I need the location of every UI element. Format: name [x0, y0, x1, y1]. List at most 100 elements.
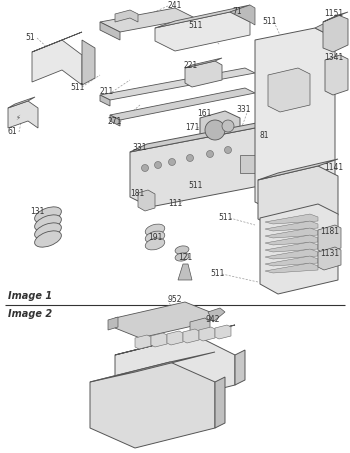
Polygon shape	[115, 325, 235, 355]
Text: 1181: 1181	[320, 227, 339, 236]
Text: 221: 221	[183, 61, 197, 69]
Polygon shape	[115, 335, 235, 405]
Polygon shape	[265, 242, 318, 252]
Circle shape	[187, 154, 194, 162]
Polygon shape	[90, 352, 215, 382]
Ellipse shape	[145, 238, 165, 250]
Text: 191: 191	[148, 233, 162, 242]
Text: 51: 51	[25, 34, 35, 43]
Ellipse shape	[145, 231, 165, 243]
Polygon shape	[90, 362, 215, 448]
Circle shape	[205, 120, 225, 140]
Text: 511: 511	[218, 213, 232, 222]
Text: 61: 61	[7, 127, 17, 136]
Text: 161: 161	[197, 109, 211, 117]
Text: 271: 271	[108, 117, 122, 126]
Polygon shape	[178, 264, 192, 280]
Polygon shape	[318, 247, 341, 270]
Polygon shape	[185, 61, 222, 87]
Text: 181: 181	[130, 188, 144, 198]
Ellipse shape	[35, 215, 61, 231]
Text: 511: 511	[262, 18, 276, 26]
Text: 331: 331	[132, 144, 147, 153]
Polygon shape	[258, 166, 338, 229]
Text: 331: 331	[236, 106, 251, 115]
Text: 1341: 1341	[324, 53, 343, 62]
Polygon shape	[151, 333, 167, 347]
Polygon shape	[108, 317, 118, 330]
Polygon shape	[82, 40, 95, 85]
Text: 511: 511	[188, 180, 202, 189]
Polygon shape	[110, 88, 255, 120]
Polygon shape	[208, 308, 225, 322]
Polygon shape	[8, 101, 38, 128]
Ellipse shape	[35, 231, 61, 247]
Polygon shape	[199, 327, 215, 341]
Text: 171: 171	[185, 122, 199, 131]
Polygon shape	[155, 5, 250, 28]
Circle shape	[168, 159, 175, 165]
Polygon shape	[32, 32, 82, 52]
Polygon shape	[265, 263, 318, 273]
Bar	[240, 155, 268, 173]
Text: 131: 131	[30, 207, 44, 217]
Polygon shape	[32, 40, 82, 85]
Polygon shape	[155, 12, 250, 51]
Polygon shape	[200, 111, 240, 145]
Ellipse shape	[35, 207, 61, 223]
Text: Image 1: Image 1	[8, 291, 52, 301]
Polygon shape	[185, 58, 222, 68]
Polygon shape	[323, 12, 348, 22]
Polygon shape	[265, 235, 318, 245]
Polygon shape	[323, 15, 348, 52]
Ellipse shape	[35, 223, 61, 239]
Polygon shape	[138, 190, 155, 211]
Polygon shape	[265, 214, 318, 224]
Polygon shape	[115, 302, 210, 338]
Circle shape	[154, 162, 161, 169]
Polygon shape	[100, 68, 255, 100]
Text: 71: 71	[232, 8, 241, 16]
Polygon shape	[265, 256, 318, 266]
Polygon shape	[130, 120, 272, 152]
Text: ⚡: ⚡	[15, 115, 20, 121]
Text: Image 2: Image 2	[8, 309, 52, 319]
Text: 511: 511	[188, 21, 202, 30]
Text: 1141: 1141	[324, 164, 343, 173]
Text: 211: 211	[100, 87, 114, 96]
Polygon shape	[115, 10, 138, 22]
Polygon shape	[8, 97, 35, 108]
Polygon shape	[260, 204, 338, 294]
Text: 1151: 1151	[324, 10, 343, 19]
Text: 111: 111	[168, 199, 182, 208]
Polygon shape	[135, 335, 151, 349]
Polygon shape	[258, 159, 338, 180]
Polygon shape	[215, 377, 225, 428]
Ellipse shape	[175, 253, 189, 261]
Ellipse shape	[145, 224, 165, 236]
Polygon shape	[325, 55, 348, 95]
Polygon shape	[265, 249, 318, 259]
Text: 511: 511	[210, 270, 224, 279]
Text: 241: 241	[168, 1, 182, 10]
Circle shape	[141, 164, 148, 172]
Polygon shape	[215, 325, 231, 339]
Ellipse shape	[175, 246, 189, 254]
Text: 942: 942	[205, 315, 219, 324]
Polygon shape	[315, 18, 345, 38]
Polygon shape	[318, 225, 341, 253]
Polygon shape	[190, 318, 210, 336]
Text: 952: 952	[168, 295, 182, 304]
Polygon shape	[100, 95, 110, 106]
Text: 1131: 1131	[320, 249, 339, 257]
Polygon shape	[100, 8, 195, 32]
Polygon shape	[167, 331, 183, 345]
Text: 121: 121	[178, 254, 192, 262]
Polygon shape	[235, 350, 245, 385]
Polygon shape	[275, 134, 285, 183]
Text: 511: 511	[70, 82, 84, 92]
Circle shape	[222, 120, 234, 132]
Polygon shape	[230, 5, 255, 25]
Polygon shape	[255, 28, 335, 212]
Polygon shape	[110, 115, 120, 126]
